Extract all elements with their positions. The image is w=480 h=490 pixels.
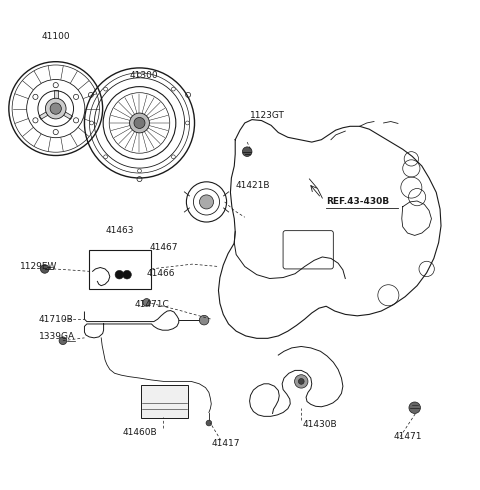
FancyBboxPatch shape <box>141 385 188 418</box>
Circle shape <box>295 375 308 388</box>
Text: 41463: 41463 <box>106 226 134 235</box>
Circle shape <box>242 147 252 156</box>
Text: 41467: 41467 <box>149 243 178 252</box>
Circle shape <box>200 195 214 209</box>
Text: 1339GA: 1339GA <box>39 332 75 342</box>
Circle shape <box>185 121 189 125</box>
Circle shape <box>50 103 61 114</box>
Circle shape <box>90 121 94 125</box>
Circle shape <box>409 402 420 414</box>
Circle shape <box>206 420 212 426</box>
Text: 1123GT: 1123GT <box>250 111 285 120</box>
Text: 41100: 41100 <box>41 32 70 41</box>
Circle shape <box>171 87 175 91</box>
Circle shape <box>104 155 108 159</box>
Circle shape <box>73 118 79 123</box>
Circle shape <box>130 113 149 133</box>
Circle shape <box>115 270 124 279</box>
Circle shape <box>138 169 142 173</box>
Text: 41421B: 41421B <box>235 181 270 190</box>
Bar <box>89 250 152 289</box>
Text: REF.43-430B: REF.43-430B <box>326 197 389 206</box>
Text: 41460B: 41460B <box>123 428 157 437</box>
Circle shape <box>73 94 79 99</box>
Circle shape <box>33 118 38 123</box>
Text: 41710B: 41710B <box>39 315 74 324</box>
Circle shape <box>299 379 304 384</box>
Bar <box>54 90 58 99</box>
Circle shape <box>46 98 66 119</box>
Circle shape <box>138 73 142 77</box>
Circle shape <box>59 337 67 344</box>
Text: 41430B: 41430B <box>302 420 337 429</box>
Circle shape <box>123 270 132 279</box>
Bar <box>63 112 72 120</box>
Circle shape <box>53 82 58 88</box>
Text: 41300: 41300 <box>130 71 158 79</box>
Text: 41471C: 41471C <box>135 300 169 309</box>
Text: 41466: 41466 <box>147 269 175 278</box>
Text: 41471: 41471 <box>393 432 421 441</box>
Circle shape <box>171 155 175 159</box>
Circle shape <box>33 94 38 99</box>
Circle shape <box>199 316 209 325</box>
Bar <box>39 112 48 120</box>
Text: 41417: 41417 <box>211 439 240 448</box>
Circle shape <box>134 118 145 128</box>
Circle shape <box>143 298 151 306</box>
Circle shape <box>104 87 108 91</box>
Text: 1129EW: 1129EW <box>20 262 57 271</box>
Circle shape <box>40 265 49 273</box>
Circle shape <box>53 129 58 135</box>
